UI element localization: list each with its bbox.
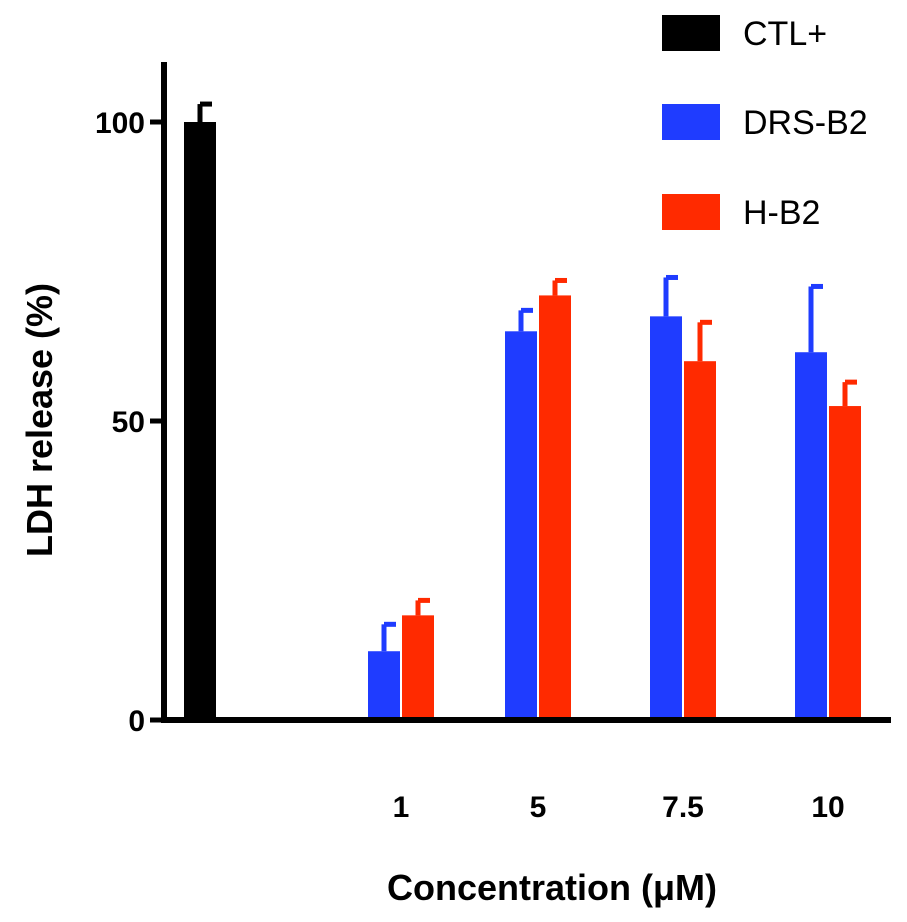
drs-b2-7-5-bar xyxy=(650,316,682,720)
ctl-bar xyxy=(184,122,216,720)
legend: CTL+ DRS-B2 H-B2 xyxy=(662,15,868,232)
x-tick-label-1: 1 xyxy=(393,791,410,824)
y-tick-label-50: 50 xyxy=(112,406,145,439)
x-tick-label-10: 10 xyxy=(811,791,844,824)
drs-b2-5-bar xyxy=(505,331,537,720)
y-tick-label-0: 0 xyxy=(128,705,145,738)
h-b2-10-bar xyxy=(829,406,861,720)
legend-label-drs-b2: DRS-B2 xyxy=(743,104,868,142)
x-tick-label-7-5: 7.5 xyxy=(662,791,704,824)
legend-label-ctl: CTL+ xyxy=(743,15,827,53)
drs-b2-10-bar xyxy=(795,352,827,720)
h-b2-5-bar xyxy=(539,295,571,720)
h-b2-1-bar xyxy=(402,615,434,720)
legend-label-h-b2: H-B2 xyxy=(743,194,820,232)
x-tick-label-5: 5 xyxy=(530,791,547,824)
legend-swatch-h-b2 xyxy=(662,194,720,230)
h-b2-7-5-bar xyxy=(684,361,716,720)
y-tick-label-100: 100 xyxy=(95,107,145,140)
axes-layer xyxy=(161,62,891,723)
drs-b2-1-bar xyxy=(368,651,400,720)
y-axis-title: LDH release (%) xyxy=(19,283,60,557)
bars-layer xyxy=(184,101,861,720)
legend-swatch-ctl xyxy=(662,15,720,51)
legend-swatch-drs-b2 xyxy=(662,104,720,140)
x-axis-title: Concentration (μM) xyxy=(387,867,717,908)
